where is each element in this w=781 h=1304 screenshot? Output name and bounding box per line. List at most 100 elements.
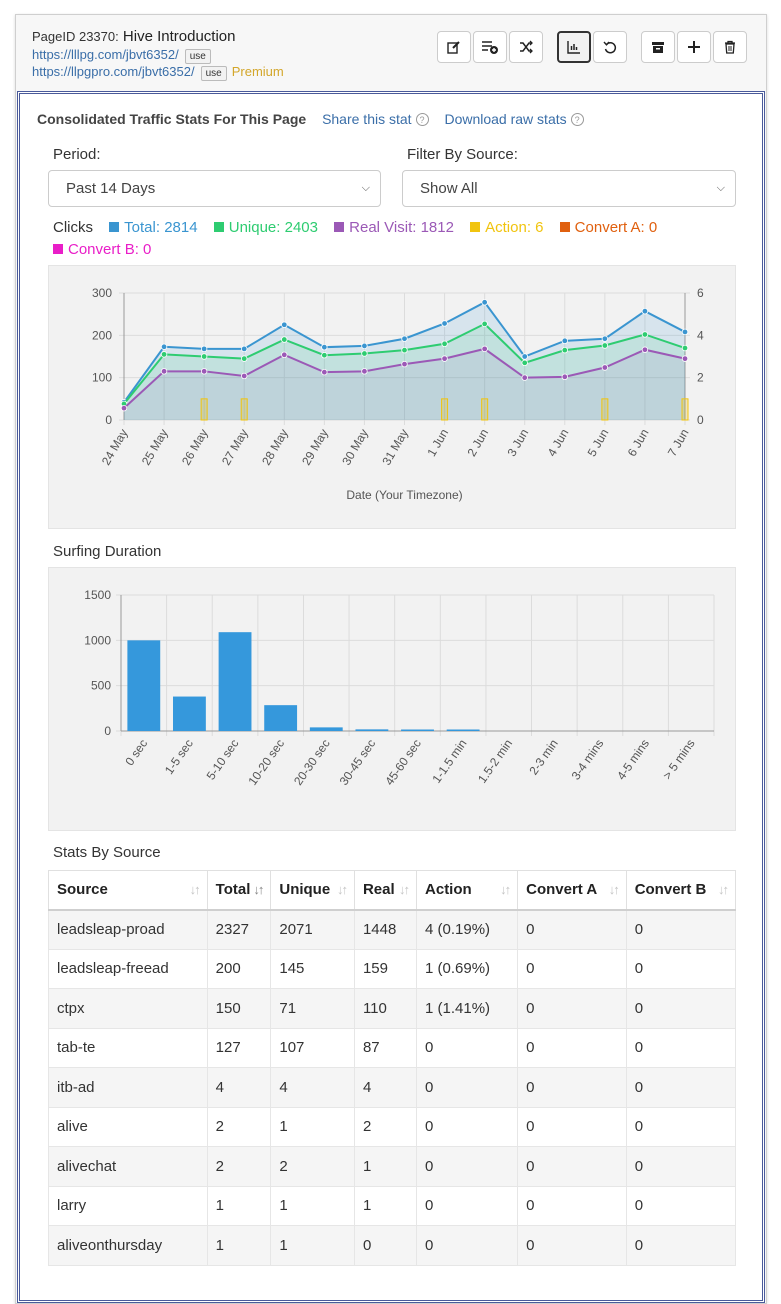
y-tick-label: 0: [104, 724, 111, 738]
series-area: [124, 348, 685, 420]
data-point[interactable]: [120, 404, 128, 412]
table-cell: 1: [270, 1225, 355, 1266]
data-point[interactable]: [241, 372, 248, 380]
data-point[interactable]: [361, 342, 368, 350]
table-cell: ctpx: [48, 988, 208, 1029]
data-point[interactable]: [441, 355, 448, 362]
url-link-1[interactable]: https://lllpg.com/jbvt6352/: [32, 47, 179, 62]
data-point[interactable]: [401, 346, 408, 354]
data-point[interactable]: [561, 373, 568, 381]
data-point[interactable]: [241, 345, 248, 353]
data-point[interactable]: [401, 360, 408, 368]
column-header[interactable]: Action ↓↑: [416, 870, 519, 911]
data-point[interactable]: [681, 355, 689, 362]
data-point[interactable]: [321, 368, 328, 376]
duration-bar[interactable]: [355, 729, 389, 731]
data-point[interactable]: [561, 346, 568, 354]
action-bar: [681, 398, 689, 421]
surfing-duration-label: Surfing Duration: [53, 543, 162, 560]
column-header[interactable]: Unique ↓↑: [270, 870, 355, 911]
data-point[interactable]: [521, 359, 528, 367]
table-cell: 2: [270, 1146, 355, 1187]
data-point[interactable]: [281, 336, 288, 343]
column-header-label: Source: [57, 881, 108, 899]
column-header[interactable]: Real ↓↑: [353, 870, 418, 911]
use-button-2[interactable]: use: [200, 66, 227, 81]
url-link-2[interactable]: https://llpgpro.com/jbvt6352/: [32, 64, 195, 79]
delete-button[interactable]: [713, 31, 747, 63]
duration-bar[interactable]: [309, 727, 343, 731]
data-point[interactable]: [641, 331, 649, 338]
table-cell: 0: [625, 1027, 737, 1068]
series-area: [124, 323, 685, 420]
data-point[interactable]: [641, 308, 649, 315]
table-cell: 1 (0.69%): [416, 948, 519, 989]
add-to-list-button[interactable]: [473, 31, 507, 63]
data-point[interactable]: [601, 364, 609, 371]
data-point[interactable]: [601, 335, 609, 342]
data-point[interactable]: [521, 374, 528, 381]
x-tick-label: 30-45 sec: [337, 737, 379, 788]
shuffle-button[interactable]: [509, 31, 543, 63]
data-point[interactable]: [321, 343, 328, 351]
x-tick-label: 27 May: [219, 427, 251, 468]
edit-button[interactable]: [437, 31, 471, 63]
duration-bar[interactable]: [401, 729, 434, 732]
data-point[interactable]: [481, 299, 488, 306]
data-point[interactable]: [601, 342, 609, 349]
column-header[interactable]: Total ↓↑: [206, 870, 272, 911]
y-tick-label: 300: [92, 286, 112, 300]
legend-item[interactable]: Convert B: 0: [53, 241, 151, 258]
data-point[interactable]: [281, 351, 288, 359]
duration-bar[interactable]: [264, 705, 298, 731]
data-point[interactable]: [160, 368, 168, 375]
period-select[interactable]: Past 14 Days ⌵: [48, 170, 381, 207]
column-header[interactable]: Convert B ↓↑: [625, 870, 737, 911]
data-point[interactable]: [241, 355, 248, 362]
column-header[interactable]: Source ↓↑: [48, 870, 208, 911]
data-point[interactable]: [481, 345, 488, 353]
data-point[interactable]: [321, 352, 328, 359]
data-point[interactable]: [361, 350, 368, 357]
download-link[interactable]: Download raw stats?: [444, 111, 584, 127]
legend-item[interactable]: Real Visit: 1812: [334, 219, 454, 236]
data-point[interactable]: [521, 353, 528, 360]
duration-bar[interactable]: [173, 696, 206, 731]
clicks-legend: Clicks Total: 2814 Unique: 2403 Real Vis…: [53, 217, 693, 261]
data-point[interactable]: [401, 335, 408, 342]
data-point[interactable]: [200, 368, 208, 375]
data-point[interactable]: [681, 328, 689, 336]
x-tick-label: 3 Jun: [505, 427, 532, 459]
data-point[interactable]: [441, 340, 448, 347]
data-point[interactable]: [481, 320, 488, 328]
data-point[interactable]: [561, 337, 568, 345]
legend-item[interactable]: Unique: 2403: [213, 219, 318, 236]
table-cell: 0: [517, 1146, 627, 1187]
data-point[interactable]: [441, 320, 448, 327]
stats-button[interactable]: [557, 31, 591, 63]
use-button-1[interactable]: use: [184, 49, 211, 64]
data-point[interactable]: [361, 368, 368, 375]
data-point[interactable]: [200, 345, 208, 353]
duration-bar[interactable]: [446, 729, 480, 732]
data-point[interactable]: [681, 344, 689, 352]
duration-bar[interactable]: [218, 632, 252, 731]
data-point[interactable]: [160, 343, 168, 350]
legend-item[interactable]: Total: 2814: [109, 219, 198, 236]
sort-icon: ↓↑: [500, 882, 511, 897]
add-button[interactable]: [677, 31, 711, 63]
archive-button[interactable]: [641, 31, 675, 63]
legend-item[interactable]: Action: 6: [470, 219, 544, 236]
undo-button[interactable]: [593, 31, 627, 63]
column-header[interactable]: Convert A ↓↑: [517, 870, 627, 911]
data-point[interactable]: [281, 321, 288, 328]
data-point[interactable]: [160, 351, 168, 358]
data-point[interactable]: [641, 346, 649, 353]
table-cell: 0: [517, 1027, 627, 1068]
legend-item[interactable]: Convert A: 0: [559, 219, 657, 236]
duration-bar[interactable]: [127, 640, 161, 731]
data-point[interactable]: [200, 353, 208, 360]
share-link[interactable]: Share this stat?: [322, 111, 429, 127]
source-filter-select[interactable]: Show All ⌵: [402, 170, 736, 207]
table-cell: 0: [625, 1146, 737, 1187]
